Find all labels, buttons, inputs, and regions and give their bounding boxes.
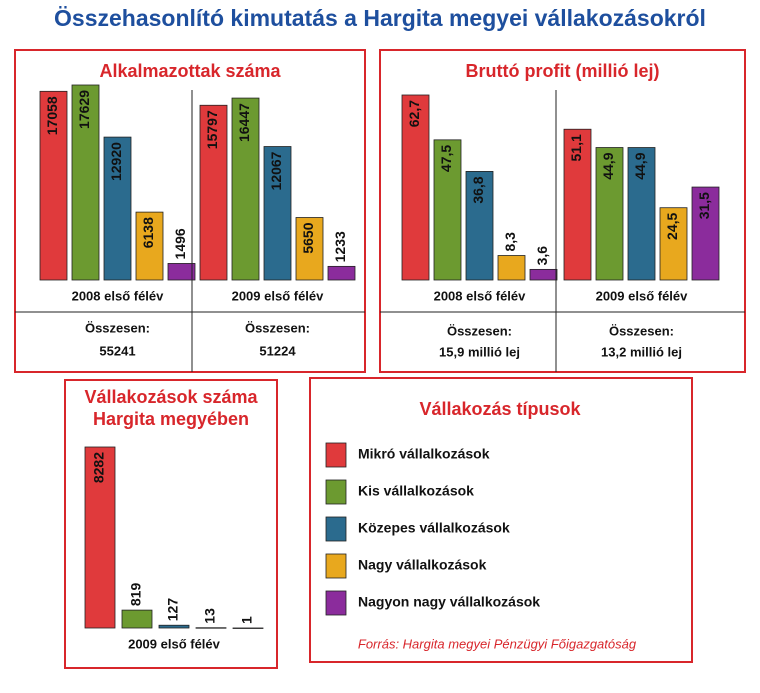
value-label: 1233 — [332, 231, 348, 262]
legend-title: Vállakozás típusok — [419, 399, 581, 419]
legend-swatch — [325, 516, 347, 542]
legend-swatch — [325, 442, 347, 468]
value-label: 819 — [128, 583, 144, 607]
bar — [84, 446, 116, 629]
bar — [401, 94, 430, 281]
bar — [627, 147, 656, 281]
total-value: 51224 — [259, 343, 296, 358]
value-label: 24,5 — [664, 212, 680, 239]
panel-title: Bruttó profit (millió lej) — [466, 61, 660, 81]
legend-frame — [309, 377, 693, 663]
page-title: Összehasonlító kimutatás a Hargita megye… — [54, 5, 706, 31]
bar — [529, 268, 558, 281]
legend-label: Közepes vállalkozások — [358, 520, 510, 536]
bar — [433, 139, 462, 281]
category-label: 2008 első félév — [72, 288, 165, 303]
value-label: 17629 — [76, 90, 92, 129]
value-label: 51,1 — [568, 134, 584, 161]
bar — [295, 217, 324, 281]
bar — [327, 265, 356, 281]
panel-title: Alkalmazottak száma — [99, 61, 281, 81]
value-label: 5650 — [300, 222, 316, 253]
legend-swatch — [325, 553, 347, 579]
panel-frame — [64, 379, 278, 669]
legend-label: Nagy vállalkozások — [358, 557, 487, 573]
bar — [563, 128, 592, 281]
bar — [595, 147, 624, 281]
bar — [497, 255, 526, 281]
bar — [691, 186, 720, 281]
value-label: 17058 — [44, 96, 60, 135]
bar — [135, 211, 164, 281]
value-label: 1 — [239, 616, 255, 624]
value-label: 13 — [202, 608, 218, 624]
value-label: 44,9 — [632, 152, 648, 179]
bar — [231, 97, 260, 281]
source-note: Forrás: Hargita megyei Pénzügyi Főigazga… — [358, 636, 637, 651]
bar — [232, 627, 264, 629]
totals-label: Összesen: — [447, 323, 512, 338]
bar — [39, 90, 68, 281]
legend-label: Kis vállalkozások — [358, 483, 474, 499]
panel-frame — [14, 49, 366, 373]
bar — [199, 104, 228, 281]
value-label: 1496 — [172, 228, 188, 259]
legend-label: Nagyon nagy vállalkozások — [358, 594, 540, 610]
value-label: 15797 — [204, 110, 220, 149]
value-label: 44,9 — [600, 152, 616, 179]
value-label: 3,6 — [534, 246, 550, 266]
bar — [167, 263, 196, 281]
panel-title: Vállakozások száma — [84, 387, 258, 407]
legend-label: Mikró vállalkozások — [358, 446, 490, 462]
bar — [121, 609, 153, 629]
legend-swatch — [325, 590, 347, 616]
category-label: 2009 első félév — [232, 288, 325, 303]
bar — [659, 207, 688, 281]
value-label: 36,8 — [470, 176, 486, 203]
legend-swatch — [325, 479, 347, 505]
total-value: 13,2 millió lej — [601, 344, 682, 359]
total-value: 55241 — [99, 343, 135, 358]
panel-frame — [379, 49, 746, 373]
category-label: 2008 első félév — [434, 288, 527, 303]
bar — [158, 624, 190, 629]
value-label: 12067 — [268, 151, 284, 190]
bar — [195, 627, 227, 629]
value-label: 6138 — [140, 217, 156, 248]
totals-label: Összesen: — [245, 320, 310, 335]
value-label: 12920 — [108, 142, 124, 181]
bar — [465, 171, 494, 281]
category-label: 2009 első félév — [596, 288, 689, 303]
value-label: 47,5 — [438, 145, 454, 172]
bar — [263, 146, 292, 281]
value-label: 127 — [165, 598, 181, 622]
value-label: 8,3 — [502, 232, 518, 252]
value-label: 62,7 — [406, 100, 422, 127]
value-label: 16447 — [236, 103, 252, 142]
panel-title: Hargita megyében — [93, 409, 249, 429]
totals-label: Összesen: — [609, 323, 674, 338]
total-value: 15,9 millió lej — [439, 344, 520, 359]
category-label: 2009 első félév — [128, 636, 221, 651]
bar — [103, 136, 132, 281]
totals-label: Összesen: — [85, 320, 150, 335]
value-label: 8282 — [91, 452, 107, 483]
bar — [71, 84, 100, 281]
value-label: 31,5 — [696, 192, 712, 219]
